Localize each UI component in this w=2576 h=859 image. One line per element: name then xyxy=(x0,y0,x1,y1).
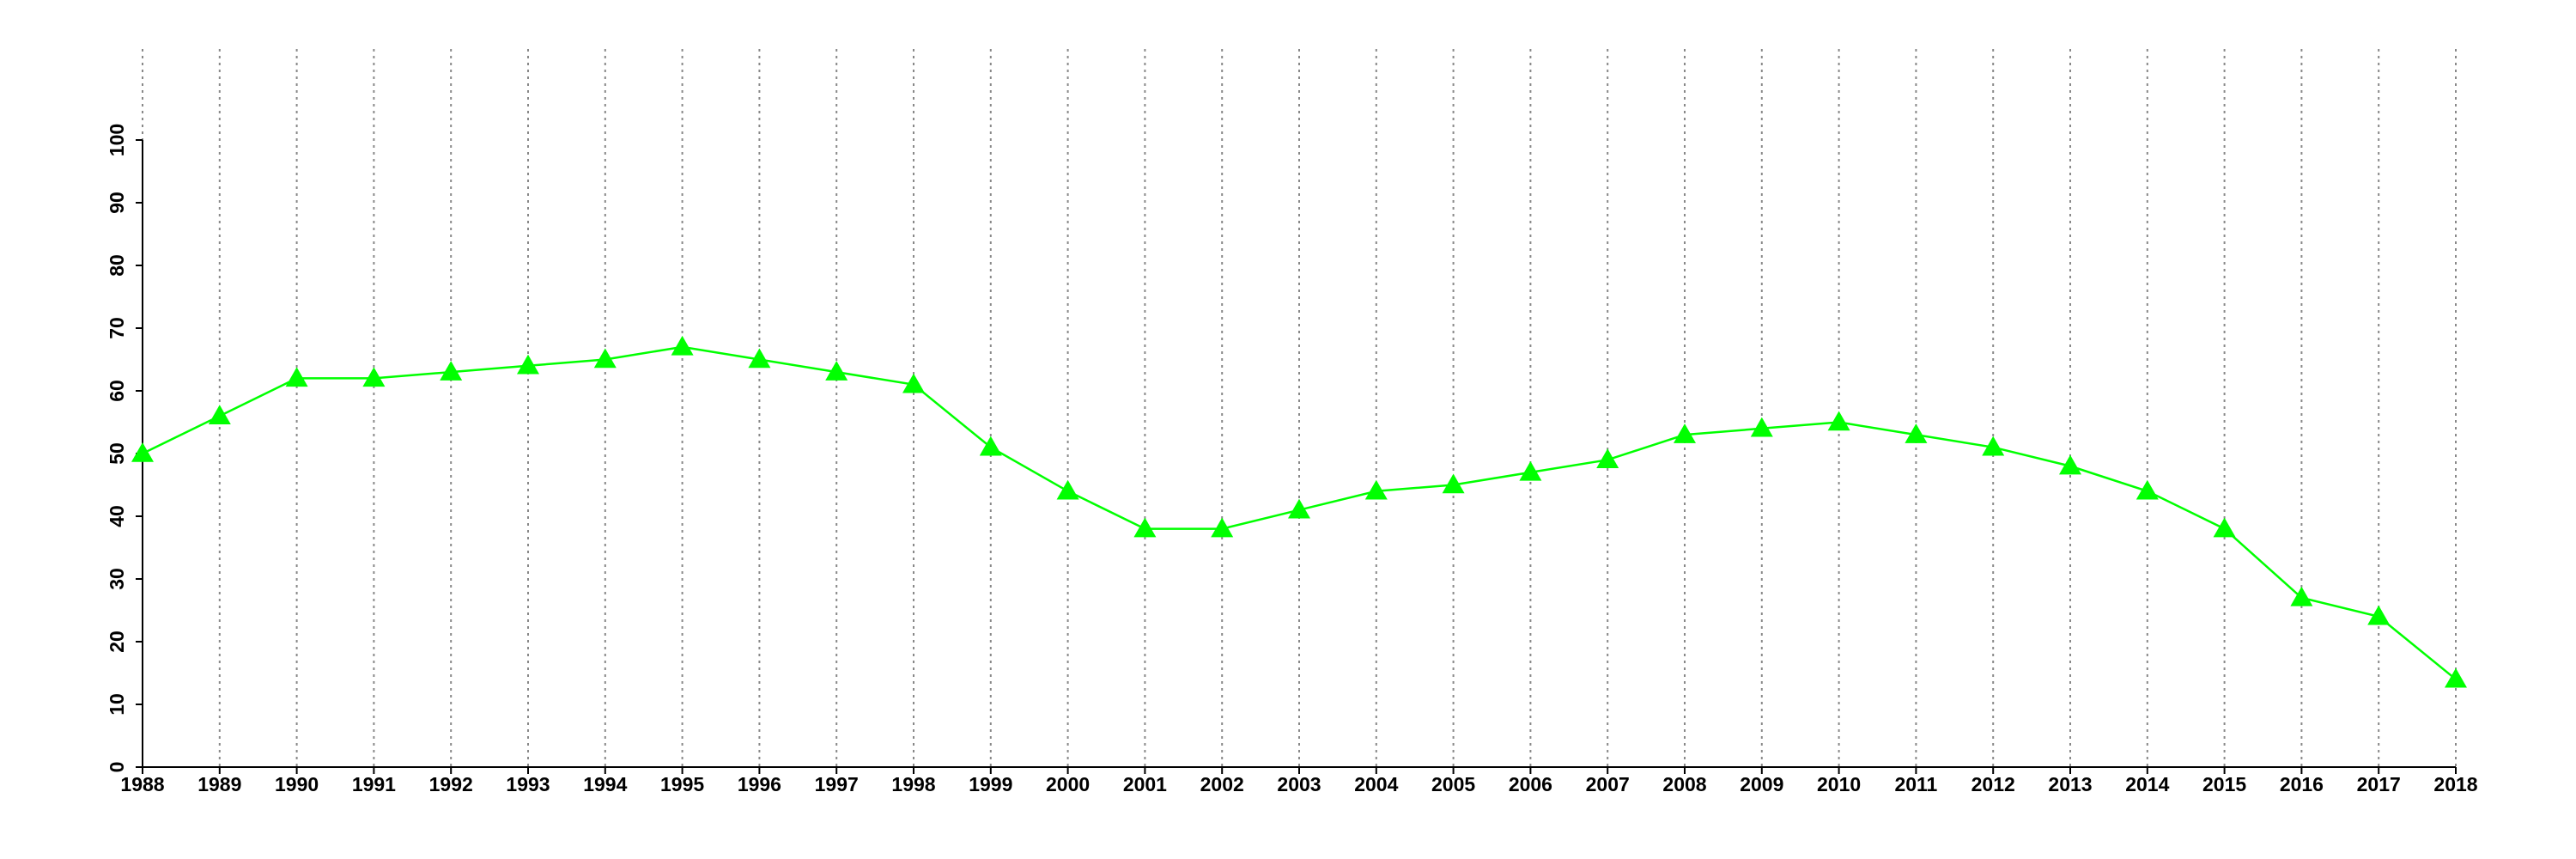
x-tick-label: 2017 xyxy=(2357,773,2401,795)
x-tick-label: 1988 xyxy=(120,773,164,795)
marker xyxy=(285,367,308,387)
x-tick-label: 1996 xyxy=(738,773,781,795)
x-tick-label: 1989 xyxy=(197,773,241,795)
x-tick-label: 1999 xyxy=(969,773,1012,795)
marker xyxy=(517,354,539,375)
x-tick-label: 1998 xyxy=(891,773,935,795)
y-tick-label: 60 xyxy=(106,380,128,402)
x-tick-label: 2002 xyxy=(1200,773,1244,795)
marker xyxy=(2136,479,2159,500)
marker xyxy=(1905,423,1928,443)
marker xyxy=(2290,586,2313,606)
y-tick-label: 70 xyxy=(106,317,128,339)
x-tick-label: 2008 xyxy=(1662,773,1706,795)
marker xyxy=(902,373,925,393)
y-tick-label: 100 xyxy=(106,124,128,156)
marker xyxy=(1519,460,1542,481)
x-tick-label: 2011 xyxy=(1894,773,1937,795)
y-tick-label: 20 xyxy=(106,631,128,653)
x-tick-label: 2006 xyxy=(1509,773,1552,795)
x-tick-label: 2015 xyxy=(2202,773,2246,795)
marker xyxy=(1750,417,1773,437)
marker xyxy=(979,436,1002,456)
y-tick-label: 80 xyxy=(106,254,128,277)
marker xyxy=(671,335,694,356)
y-tick-label: 10 xyxy=(106,693,128,716)
marker xyxy=(825,361,848,381)
marker xyxy=(440,361,463,381)
marker xyxy=(2059,454,2081,475)
y-tick-label: 40 xyxy=(106,505,128,527)
marker xyxy=(1674,423,1696,443)
x-tick-label: 2012 xyxy=(1971,773,2015,795)
x-tick-label: 2010 xyxy=(1817,773,1861,795)
marker xyxy=(2213,517,2236,538)
marker xyxy=(1364,479,1388,500)
x-tick-label: 2018 xyxy=(2433,773,2477,795)
x-tick-label: 2005 xyxy=(1431,773,1475,795)
marker xyxy=(208,405,231,424)
marker xyxy=(593,348,617,369)
y-tick-label: 30 xyxy=(106,568,128,590)
x-tick-label: 2014 xyxy=(2125,773,2169,795)
marker xyxy=(1211,517,1234,538)
x-tick-label: 1995 xyxy=(660,773,704,795)
x-tick-label: 2000 xyxy=(1046,773,1090,795)
marker xyxy=(1288,498,1310,519)
marker xyxy=(1982,436,2005,456)
x-tick-label: 1990 xyxy=(275,773,319,795)
marker xyxy=(1596,448,1619,469)
x-tick-label: 2009 xyxy=(1740,773,1783,795)
x-tick-label: 1991 xyxy=(352,773,396,795)
y-tick-label: 0 xyxy=(106,762,128,773)
y-tick-label: 90 xyxy=(106,192,128,214)
marker xyxy=(2367,605,2391,625)
x-tick-label: 2003 xyxy=(1277,773,1321,795)
x-tick-label: 2013 xyxy=(2048,773,2092,795)
marker xyxy=(748,348,771,369)
x-tick-label: 1992 xyxy=(429,773,473,795)
x-tick-label: 1997 xyxy=(815,773,859,795)
marker xyxy=(1056,479,1079,500)
marker xyxy=(1442,473,1465,494)
x-tick-label: 2007 xyxy=(1586,773,1630,795)
marker xyxy=(362,367,386,387)
x-tick-label: 1994 xyxy=(583,773,627,795)
marker xyxy=(2445,667,2467,688)
y-tick-label: 50 xyxy=(106,442,128,465)
x-tick-label: 1993 xyxy=(506,773,550,795)
x-tick-label: 2001 xyxy=(1123,773,1167,795)
marker xyxy=(1827,411,1850,431)
marker xyxy=(1133,517,1157,538)
x-tick-label: 2016 xyxy=(2280,773,2324,795)
x-tick-label: 2004 xyxy=(1354,773,1398,795)
marker xyxy=(131,442,154,462)
